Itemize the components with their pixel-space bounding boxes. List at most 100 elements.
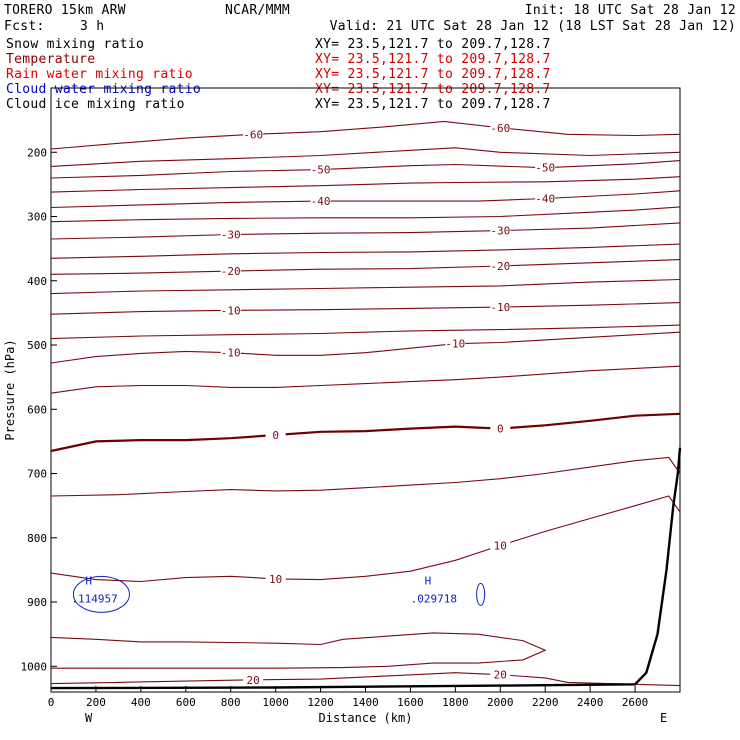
contour-line--35-5 [50,206,681,223]
model-title: TORERO 15km ARW [4,3,126,18]
x-tick-label-1400: 1400 [352,696,379,709]
x-tick-label-1000: 1000 [262,696,289,709]
fcst-label: Fcst: [4,19,45,34]
contour-line--30-6 [50,222,681,240]
contour-line--10-12 [50,331,681,364]
y-tick-label-400: 400 [27,275,47,288]
contour-line--5-11 [50,324,681,340]
contour-label-10-1: -10 [490,301,510,314]
contour-line-10-16 [50,495,681,583]
contour-line--55-1 [50,147,681,167]
contour-label-bg-2-1 [535,161,556,174]
x-end-left: W [85,711,93,725]
field-list: Snow mixing ratio XY= 23.5,121.7 to 209.7… [6,37,551,112]
contour-line--50-2 [50,160,681,179]
contour-label-bg-0-1 [490,121,511,134]
field-xy-1: XY= 23.5,121.7 to 209.7,128.7 [315,52,551,67]
plot-border [50,87,681,693]
contour-label-14-0: 0 [272,429,279,442]
contour-label-4-1: -40 [535,193,555,206]
cloud-water-maxima: H .114957 H .029718 [71,574,486,613]
y-axis-label: Pressure (hPa) [3,339,17,440]
contour-label-bg-4-0 [310,195,331,208]
temperature-contours: -60 -60 -50 -50 -40 -40 -30 -30 -20 -20 -10 -10 -10 -… [50,120,681,687]
field-name-0: Snow mixing ratio [6,37,144,52]
contour-line--25-7 [50,243,681,259]
contour-label-bg-18-0 [243,673,264,686]
contour-label-18-1: 20 [494,669,507,682]
y-tick-label-900: 900 [27,596,47,609]
x-end-right: E [660,711,667,725]
contour-line-5-15 [50,456,681,497]
contour-label-bg-8-1 [490,259,511,272]
contour-label-14-1: 0 [497,423,504,436]
x-tick-label-400: 400 [131,696,151,709]
x-tick-label-2200: 2200 [532,696,559,709]
contour-line--15-9 [50,278,681,295]
center-label: NCAR/MMM [225,3,290,18]
x-tick-label-2400: 2400 [577,696,604,709]
contour-label-2-0: -50 [311,164,331,177]
contour-label-2-1: -50 [535,162,555,175]
y-tick-label-200: 200 [27,146,47,159]
x-tick-label-2000: 2000 [487,696,514,709]
field-name-3: Cloud water mixing ratio [6,82,201,97]
contour-label-bg-6-0 [220,228,241,241]
contour-label-8-0: -20 [221,265,241,278]
contour-label-bg-14-1 [490,422,511,435]
contour-label-4-0: -40 [311,195,331,208]
field-name-4: Cloud ice mixing ratio [6,97,185,112]
contour-label-bg-12-0 [220,346,241,359]
cloud-max-marker-0: H [85,574,92,587]
contour-label-0-0: -60 [243,128,263,141]
x-tick-label-1600: 1600 [397,696,424,709]
valid-label: Valid: 21 UTC Sat 28 Jan 12 (18 LST Sat … [330,19,736,34]
axes: 0 200 400 600 800 1000 1200 1400 1600 1800 2000 220… [3,146,667,725]
init-label: Init: 18 UTC Sat 28 Jan 12 [525,3,736,18]
cloud-max-value-1: .029718 [411,592,457,605]
contour-line--45-3 [50,176,681,193]
contour-label-bg-8-0 [220,265,241,278]
fcst-value: 3 h [80,19,104,34]
cloud-max-value-0: .114957 [71,592,117,605]
contour-label-0-1: -60 [490,122,510,135]
contour-line-20-18 [50,672,681,687]
contour-line--40-4 [50,190,681,209]
y-tick-label-800: 800 [27,532,47,545]
contour-label-bg-2-0 [310,163,331,176]
x-axis-label: Distance (km) [319,711,413,725]
contour-label-bg-0-0 [243,128,264,141]
terrain-profile [50,447,682,690]
field-xy-2: XY= 23.5,121.7 to 209.7,128.7 [315,67,551,82]
cloud-max-marker-1: H [425,574,432,587]
contour-label-10-0: -10 [221,304,241,317]
contour-line-15-17 [50,632,547,669]
contour-label-bg-14-0 [265,428,286,441]
contour-line--20-8 [50,259,681,275]
contour-label-18-0: 20 [247,674,260,687]
x-tick-label-0: 0 [48,696,55,709]
contour-label-16-1: 10 [494,539,507,552]
field-xy-4: XY= 23.5,121.7 to 209.7,128.7 [315,97,551,112]
cloud-contour-0 [72,575,130,613]
contour-label-16-0: 10 [269,573,282,586]
contour-line--10-10 [50,302,681,315]
y-tick-label-300: 300 [27,211,47,224]
contour-label-bg-10-1 [490,301,511,314]
contour-label-12-0: -10 [221,347,241,360]
x-tick-label-1200: 1200 [307,696,334,709]
contour-line-0-14 [50,412,681,453]
field-xy-0: XY= 23.5,121.7 to 209.7,128.7 [315,37,551,52]
contour-label-6-1: -30 [490,225,510,238]
contour-label-bg-4-1 [535,192,556,205]
contour-label-bg-18-1 [490,668,511,681]
contour-line--60-0 [50,120,681,150]
x-tick-label-800: 800 [221,696,241,709]
contour-label-bg-16-0 [265,572,286,585]
contour-label-12-1: -10 [445,338,465,351]
contour-line--5-13 [50,365,681,394]
terrain-line [50,447,682,690]
contour-label-bg-10-0 [220,304,241,317]
contour-label-bg-16-1 [490,539,511,552]
